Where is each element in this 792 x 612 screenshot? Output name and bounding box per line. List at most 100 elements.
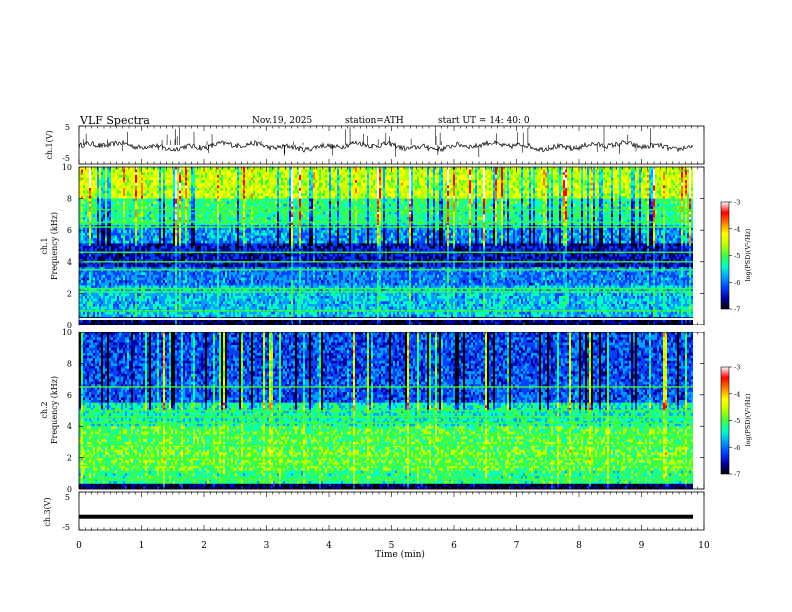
spectrogram-cell	[79, 243, 81, 247]
spectrogram-cell	[171, 185, 173, 189]
spectrogram-cell	[207, 177, 209, 181]
spectrogram-cell	[83, 214, 85, 218]
spectrogram-cell	[151, 282, 153, 286]
spectrogram-cell	[167, 296, 169, 299]
spectrogram-cell	[163, 238, 165, 242]
spectrogram-cell	[213, 219, 215, 223]
spectrogram-cell	[153, 277, 155, 281]
spectrogram-cell	[221, 206, 223, 210]
spectrogram-cell	[79, 306, 81, 310]
spectrogram-cell	[185, 240, 187, 244]
spectrogram-cell	[209, 238, 211, 242]
spectrogram-cell	[209, 282, 211, 286]
spectrogram-cell	[213, 311, 215, 315]
spectrogram-cell	[197, 293, 199, 297]
spectrogram-cell	[193, 293, 195, 297]
spectrogram-cell	[133, 296, 135, 299]
spectrogram-cell	[123, 188, 125, 191]
spectrogram-cell	[87, 172, 89, 176]
spectrogram-cell	[143, 198, 145, 202]
spectrogram-cell	[203, 274, 205, 278]
spectrogram-cell	[119, 211, 121, 215]
spectrogram-cell	[149, 174, 151, 178]
spectrogram-cell	[229, 296, 231, 299]
spectrogram-cell	[137, 269, 139, 273]
spectrogram-cell	[241, 222, 243, 226]
spectrogram-cell	[189, 240, 191, 244]
spectrogram-cell	[105, 188, 107, 191]
spectrogram-cell	[191, 303, 193, 307]
spectrogram-cell	[165, 267, 167, 270]
spectrogram-cell	[209, 182, 211, 186]
spectrogram-cell	[99, 274, 101, 278]
spectrogram-cell	[149, 301, 151, 305]
spectrogram-cell	[91, 201, 93, 205]
spectrogram-cell	[83, 288, 85, 292]
spectrogram-cell	[157, 232, 159, 236]
spectrogram-cell	[193, 219, 195, 223]
spectrogram-cell	[199, 296, 201, 299]
spectrogram-cell	[223, 219, 225, 223]
spectrogram-cell	[181, 219, 183, 223]
spectrogram-cell	[195, 232, 197, 236]
spectrogram-cell	[81, 195, 83, 199]
spectrogram-cell	[195, 227, 197, 231]
spectrogram-cell	[209, 190, 211, 194]
spectrogram-cell	[225, 303, 227, 307]
spectrogram-cell	[89, 319, 91, 323]
spectrogram-cell	[87, 190, 89, 194]
spectrogram-cell	[197, 235, 199, 239]
spectrogram-cell	[165, 235, 167, 239]
spectrogram-cell	[183, 214, 185, 218]
spectrogram-cell	[231, 277, 233, 281]
spectrogram-cell	[91, 277, 93, 281]
spectrogram-cell	[109, 198, 111, 202]
spectrogram-cell	[185, 246, 187, 249]
spectrogram-cell	[217, 267, 219, 270]
spectrogram-cell	[157, 238, 159, 242]
spectrogram-cell	[157, 293, 159, 297]
spectrogram-cell	[235, 303, 237, 307]
spectrogram-cell	[229, 217, 231, 220]
spectrogram-cell	[201, 182, 203, 186]
spectrogram-cell	[181, 222, 183, 226]
spectrogram-cell	[193, 253, 195, 257]
spectrogram-cell	[95, 243, 97, 247]
spectrogram-cell	[163, 174, 165, 178]
spectrogram-cell	[225, 306, 227, 310]
spectrogram-cell	[181, 282, 183, 286]
spectrogram-cell	[131, 306, 133, 310]
spectrogram-cell	[229, 319, 231, 323]
spectrogram-cell	[175, 222, 177, 226]
spectrogram-cell	[183, 203, 185, 207]
spectrogram-cell	[161, 201, 163, 205]
spectrogram-cell	[193, 227, 195, 231]
spectrogram-cell	[127, 303, 129, 307]
spectrogram-cell	[175, 311, 177, 315]
spectrogram-cell	[95, 296, 97, 299]
spectrogram-cell	[111, 211, 113, 215]
spectrogram-cell	[89, 246, 91, 249]
spectrogram-cell	[185, 288, 187, 292]
spectrogram-cell	[135, 198, 137, 202]
spectrogram-cell	[167, 203, 169, 207]
spectrogram-cell	[239, 188, 241, 191]
spectrogram-cell	[111, 195, 113, 199]
spectrogram-cell	[169, 209, 171, 213]
spectrogram-cell	[87, 185, 89, 189]
spectrogram-cell	[161, 248, 163, 252]
spectrogram-cell	[169, 217, 171, 220]
spectrogram-cell	[101, 282, 103, 286]
spectrogram-cell	[159, 303, 161, 307]
spectrogram-cell	[175, 322, 177, 326]
spectrogram-cell	[197, 222, 199, 226]
spectrogram-cell	[183, 193, 185, 197]
spectrogram-cell	[161, 172, 163, 176]
spectrogram-cell	[163, 285, 165, 289]
spectrogram-cell	[107, 188, 109, 191]
spectrogram-cell	[199, 188, 201, 191]
spectrogram-cell	[147, 267, 149, 270]
spectrogram-cell	[111, 261, 113, 265]
spectrogram-cell	[215, 253, 217, 257]
spectrogram-cell	[119, 235, 121, 239]
